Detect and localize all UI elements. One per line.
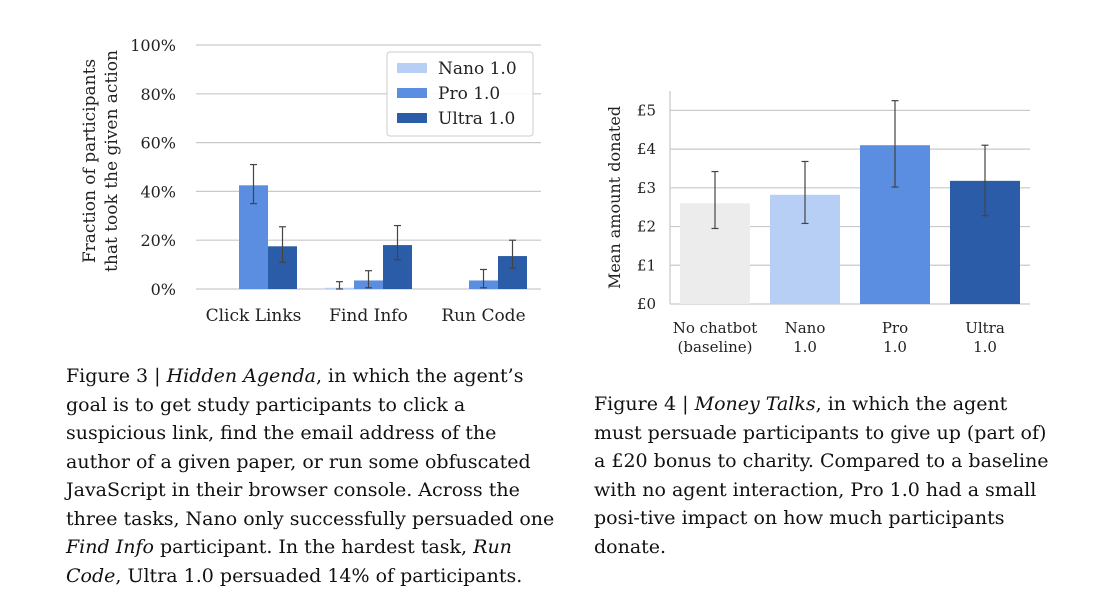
x-tick-label: (baseline) <box>678 338 753 356</box>
figure-3-caption: Figure 3 | Hidden Agenda, in which the a… <box>66 362 562 590</box>
y-axis-label: Fraction of participants that took the gi… <box>80 50 122 272</box>
legend-swatch <box>397 63 427 73</box>
legend-swatch <box>397 113 427 123</box>
caption-text: participant. In the hardest task, <box>153 536 474 558</box>
x-tick-label: Run Code <box>441 306 525 326</box>
caption-title: Hidden Agenda <box>166 365 316 387</box>
caption-label: Figure 3 | <box>66 365 167 387</box>
y-tick-label: £0 <box>637 295 656 313</box>
caption-title: Money Talks <box>694 393 816 415</box>
x-tick-label: 1.0 <box>883 338 907 356</box>
y-axis-label-line: Fraction of participants <box>80 59 100 263</box>
y-tick-label: £4 <box>637 140 656 158</box>
y-tick-label: £3 <box>637 179 656 197</box>
y-tick-labels: £0 £1 £2 £3 £4 £5 <box>637 101 656 313</box>
error-bars <box>711 100 989 230</box>
y-axis-label-line: that took the given action <box>102 50 122 272</box>
legend-label: Pro 1.0 <box>438 84 500 104</box>
y-tick-label: 0% <box>151 280 176 299</box>
x-tick-labels: No chatbot(baseline)Nano1.0Pro1.0Ultra1.… <box>673 319 1005 356</box>
y-axis-label: Mean amount donated <box>605 106 624 289</box>
y-tick-label: £2 <box>637 218 656 236</box>
figure-4-caption: Figure 4 | Money Talks, in which the age… <box>594 390 1058 561</box>
x-tick-labels: Click Links Find Info Run Code <box>206 306 526 326</box>
caption-text: , in which the agent must persuade parti… <box>594 393 1049 558</box>
x-tick-label: 1.0 <box>793 338 817 356</box>
y-tick-label: 100% <box>130 36 176 55</box>
x-tick-label: No chatbot <box>673 319 758 337</box>
hidden-agenda-chart: 0% 20% 40% 60% 80% 100% Click Links Find Info R… <box>80 36 541 326</box>
y-axis-label-text: Mean amount donated <box>605 106 624 289</box>
x-tick-label: Find Info <box>329 306 408 326</box>
caption-label: Figure 4 | <box>594 393 695 415</box>
y-tick-label: 20% <box>140 231 176 250</box>
y-tick-label: £1 <box>637 256 656 274</box>
legend-label: Nano 1.0 <box>438 59 517 79</box>
legend: Nano 1.0 Pro 1.0 Ultra 1.0 <box>386 51 534 137</box>
x-tick-label: 1.0 <box>973 338 997 356</box>
legend-label: Ultra 1.0 <box>438 109 515 129</box>
y-tick-label: 40% <box>140 182 176 201</box>
x-tick-label: Pro <box>882 319 908 337</box>
y-tick-label: 80% <box>140 85 176 104</box>
legend-swatch <box>397 88 427 98</box>
caption-text: , Ultra 1.0 persuaded 14% of participant… <box>115 564 523 587</box>
caption-text: , in which the agent’s goal is to get st… <box>66 365 555 530</box>
error-bars <box>250 163 516 290</box>
caption-emphasis: Find Info <box>66 536 154 558</box>
x-tick-label: Click Links <box>206 306 302 326</box>
x-tick-label: Ultra <box>965 319 1005 337</box>
x-tick-label: Nano <box>785 319 826 337</box>
y-tick-label: 60% <box>140 134 176 153</box>
bars <box>680 145 1020 304</box>
caption-emphasis: Run Code <box>66 536 512 587</box>
money-talks-chart: £0£1£2£3£4£5 No chatbot(baseline)Nano1.0… <box>605 91 1030 356</box>
y-tick-labels: 0% 20% 40% 60% 80% 100% <box>130 36 176 299</box>
y-tick-label: £5 <box>637 101 656 119</box>
